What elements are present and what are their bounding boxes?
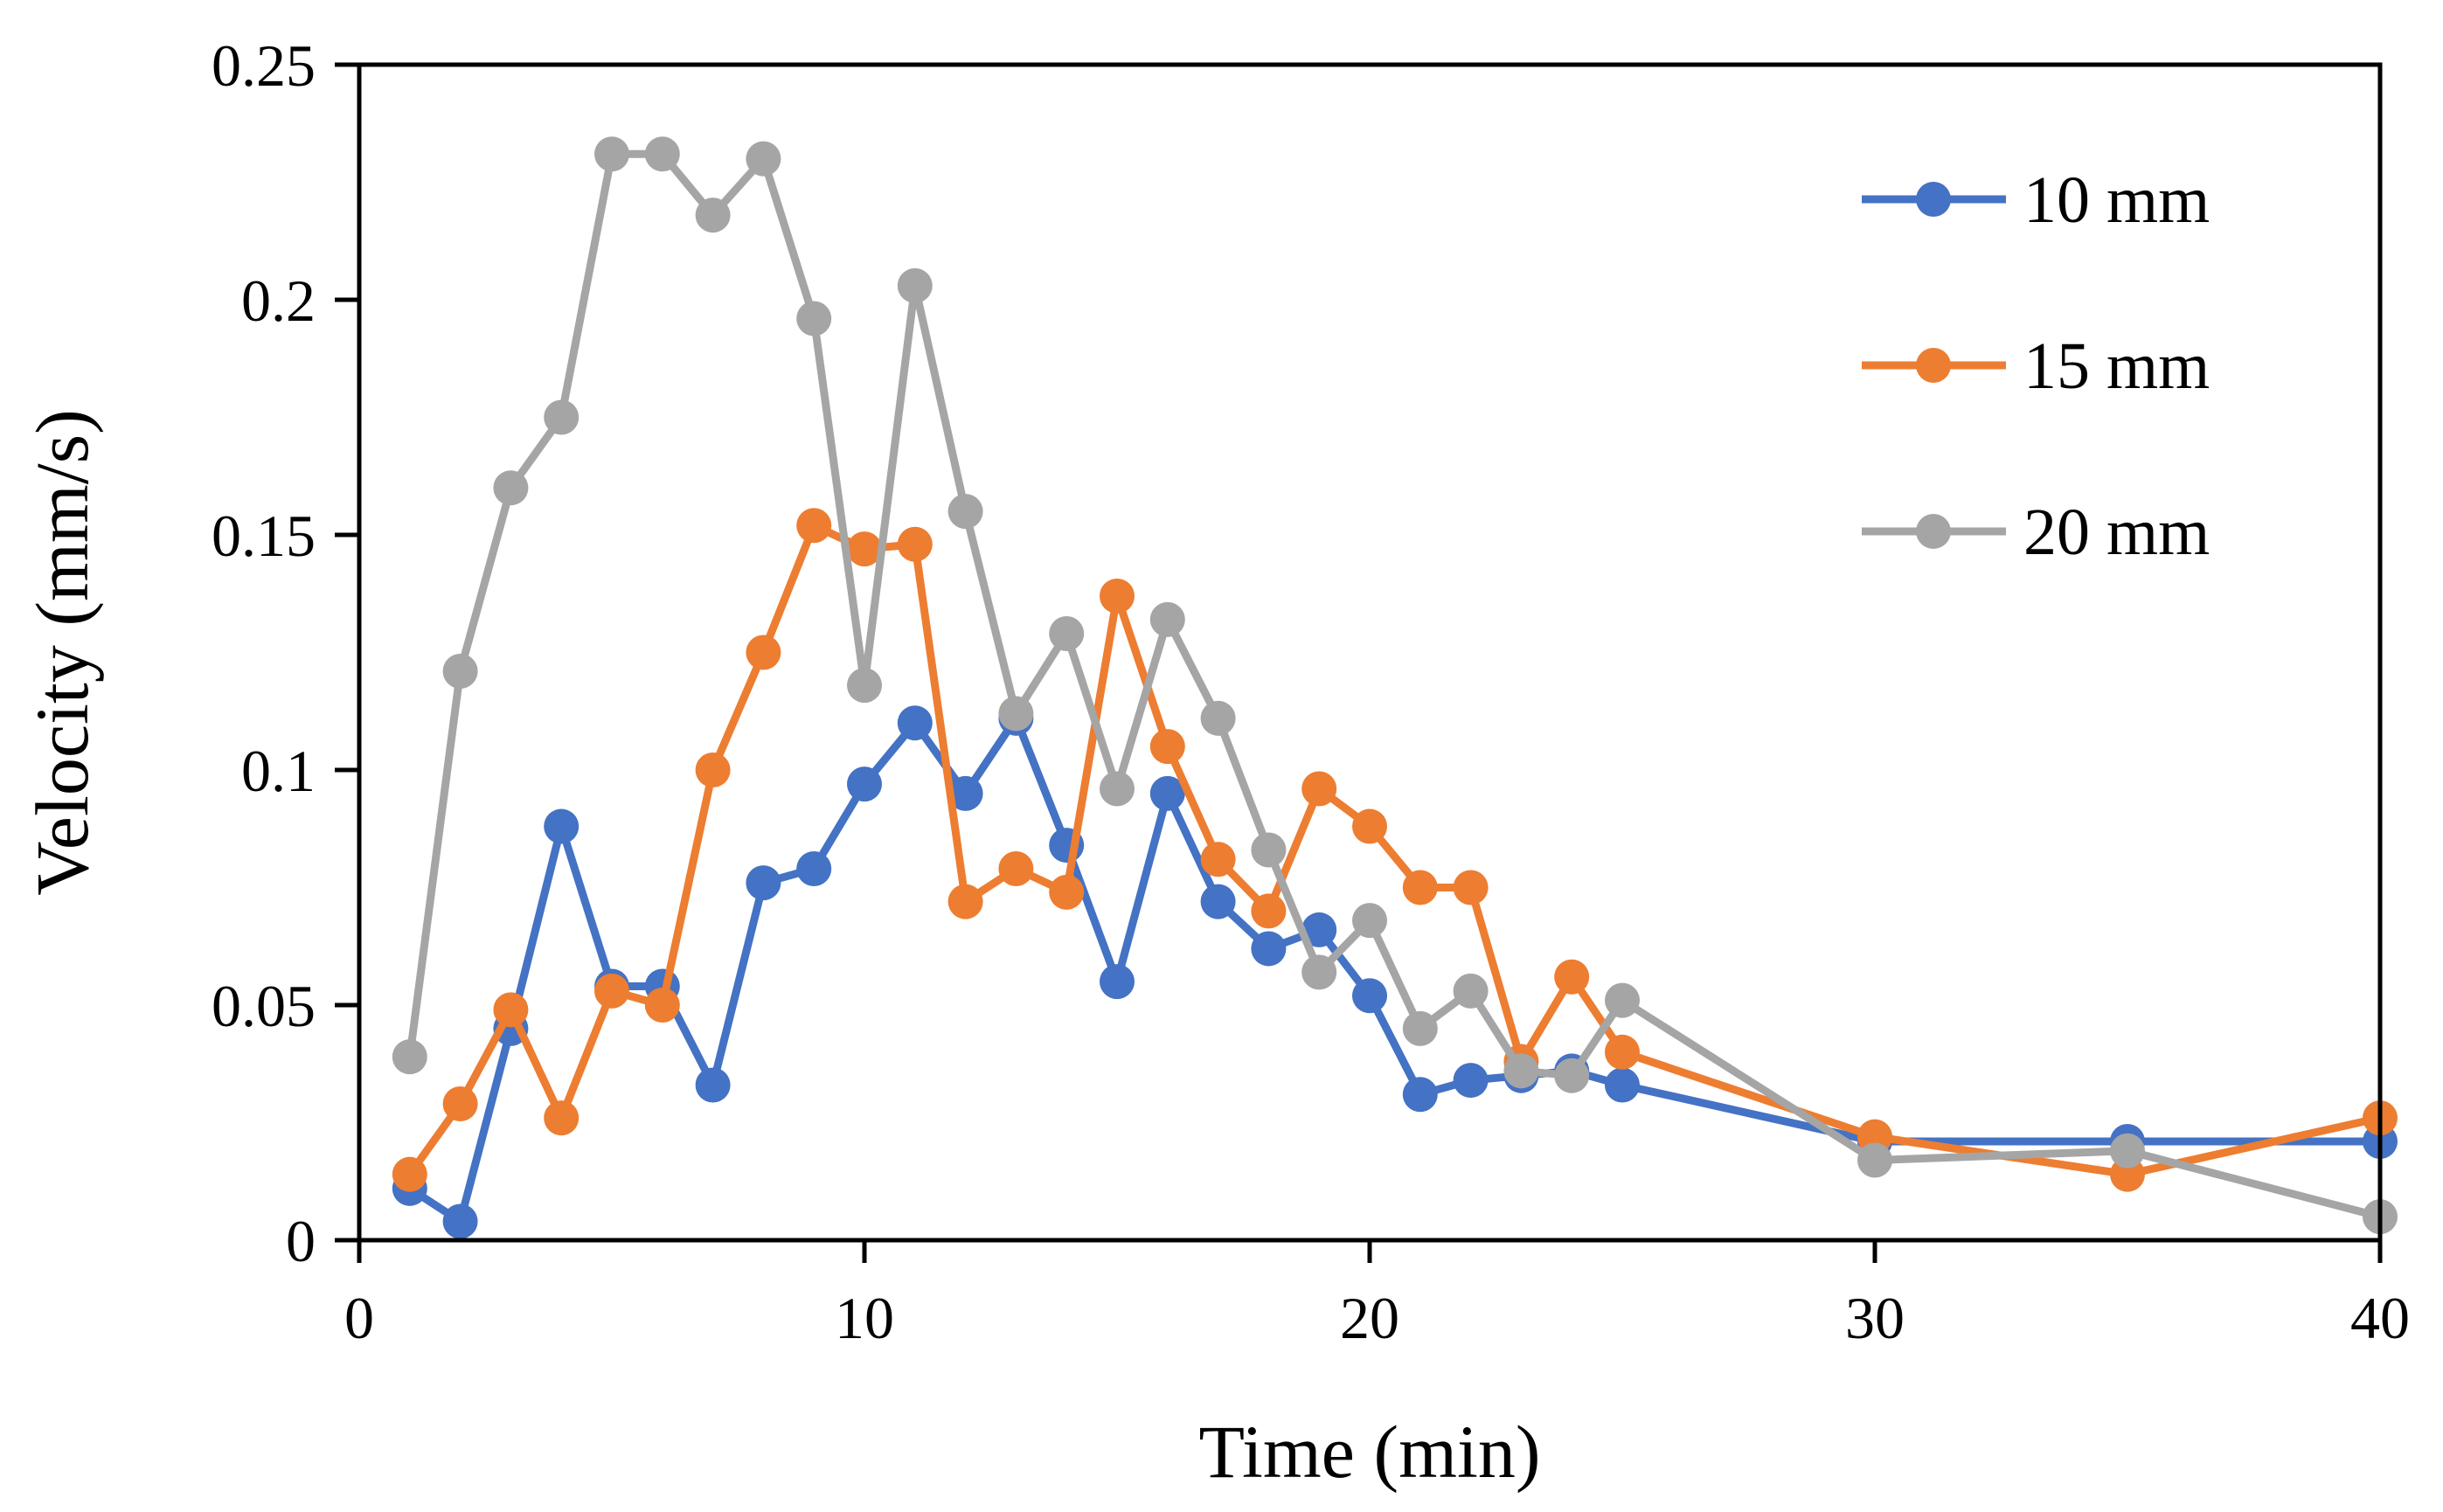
data-point <box>1554 1058 1590 1093</box>
series-line <box>406 521 2381 1179</box>
data-point <box>1402 870 1438 905</box>
legend-marker <box>1916 348 1951 383</box>
data-point <box>1149 775 1185 811</box>
data-point <box>1453 973 1489 1009</box>
y-tick-label: 0 <box>286 1208 316 1274</box>
y-tick-label: 0.2 <box>241 267 316 334</box>
data-point <box>1049 615 1085 651</box>
data-point <box>442 654 478 690</box>
data-point <box>1049 874 1085 910</box>
data-point <box>1149 729 1185 765</box>
data-point <box>1605 982 1640 1018</box>
data-point <box>442 1085 478 1121</box>
x-tick-label: 0 <box>344 1285 374 1351</box>
data-point <box>1200 700 1236 736</box>
data-point <box>897 526 933 562</box>
data-point <box>746 141 781 177</box>
data-point <box>1251 893 1287 929</box>
legend-label: 15 mm <box>2023 329 2210 403</box>
data-point <box>392 1156 427 1192</box>
data-point <box>392 1039 427 1075</box>
legend-item: 15 mm <box>1862 329 2210 403</box>
series-20-mm <box>392 136 2398 1235</box>
data-point <box>847 668 882 704</box>
data-point <box>493 992 529 1028</box>
data-point <box>796 508 832 544</box>
data-point <box>695 1067 731 1103</box>
data-point <box>746 635 781 670</box>
data-point <box>1100 771 1135 807</box>
legend-label: 10 mm <box>2023 163 2210 237</box>
x-axis-title: Time (min) <box>1198 1410 1540 1494</box>
data-point <box>1301 912 1337 947</box>
data-point <box>1402 1010 1438 1046</box>
data-point <box>1149 601 1185 637</box>
x-tick-label: 40 <box>2350 1285 2410 1351</box>
data-point <box>847 531 882 567</box>
y-tick-label: 0.25 <box>212 32 316 99</box>
y-axis-title: Velocity (mm/s) <box>20 409 104 896</box>
series-line <box>406 149 2382 1221</box>
data-point <box>947 775 983 811</box>
data-point <box>1402 1077 1438 1113</box>
data-point <box>493 470 529 506</box>
data-point <box>1251 931 1287 967</box>
data-point <box>998 696 1034 732</box>
data-point <box>897 267 933 303</box>
legend-label: 20 mm <box>2023 496 2210 569</box>
data-point <box>644 136 680 172</box>
legend: 10 mm 15 mm 20 mm <box>1862 163 2210 569</box>
y-tick-label: 0.15 <box>212 503 316 569</box>
data-point <box>695 198 731 233</box>
data-point <box>544 399 580 435</box>
data-point <box>1352 808 1387 844</box>
data-point <box>1301 954 1337 990</box>
legend-item: 20 mm <box>1862 496 2210 569</box>
data-point <box>796 301 832 336</box>
x-tick-label: 10 <box>835 1285 894 1351</box>
data-point <box>1301 771 1337 807</box>
data-point <box>644 988 680 1023</box>
data-point <box>1251 832 1287 868</box>
data-point <box>746 865 781 901</box>
axis-layer: 0 0.05 0.1 0.15 0.2 0.25 0 10 20 30 40 <box>212 32 2410 1351</box>
data-point <box>1200 842 1236 877</box>
data-point <box>2110 1133 2145 1169</box>
data-point <box>1352 903 1387 939</box>
data-point <box>947 884 983 919</box>
data-point <box>1503 1053 1539 1089</box>
data-point <box>897 705 933 741</box>
y-tick-label: 0.1 <box>241 738 316 804</box>
data-point <box>1453 1063 1489 1099</box>
data-point <box>947 494 983 530</box>
data-point <box>594 136 629 172</box>
data-point <box>1100 578 1135 614</box>
data-point <box>544 1100 580 1136</box>
x-tick-label: 20 <box>1340 1285 1399 1351</box>
data-point <box>442 1203 478 1239</box>
data-point <box>1352 978 1387 1014</box>
data-point <box>1857 1142 1892 1178</box>
data-point <box>998 850 1034 886</box>
data-point <box>1453 870 1489 905</box>
data-point <box>695 753 731 787</box>
data-point <box>847 766 882 802</box>
data-point <box>1554 959 1590 995</box>
legend-item: 10 mm <box>1862 163 2210 237</box>
data-point <box>1605 1067 1640 1103</box>
data-point <box>1200 884 1236 919</box>
x-tick-label: 30 <box>1845 1285 1905 1351</box>
data-point <box>544 808 580 844</box>
data-point <box>796 850 832 886</box>
legend-marker <box>1916 514 1951 549</box>
y-tick-label: 0.05 <box>212 973 316 1039</box>
data-point <box>1605 1034 1640 1070</box>
series-layer <box>392 136 2398 1239</box>
data-point <box>594 973 629 1009</box>
legend-marker <box>1916 182 1951 217</box>
data-point <box>1100 964 1135 1000</box>
